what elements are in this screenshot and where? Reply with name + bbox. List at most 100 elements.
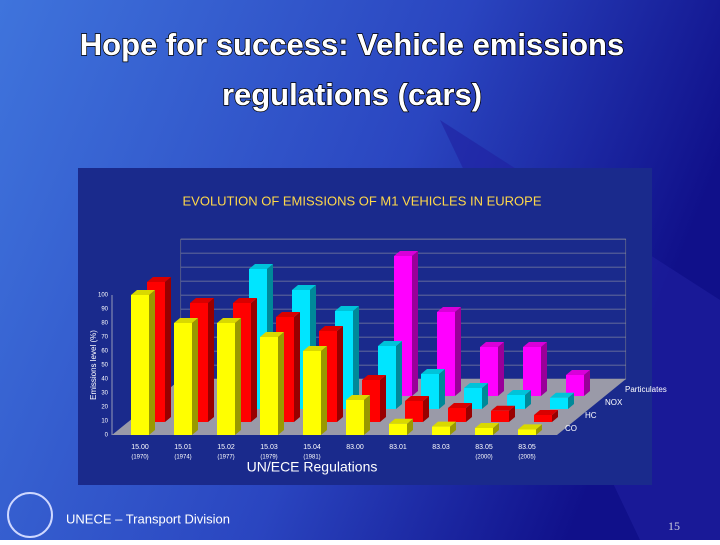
x-tick-label: 83.05 (518, 444, 536, 451)
bar-front (405, 401, 423, 422)
bar-side (466, 403, 472, 422)
footer: UNECE – Transport Division (66, 511, 230, 526)
bar-side (536, 424, 542, 435)
bar-side (509, 405, 515, 422)
y-tick-label: 80 (101, 321, 108, 327)
bar-front (518, 429, 536, 435)
bar-top (147, 277, 171, 282)
bar-side (493, 423, 499, 435)
x-tick-year: (1979) (260, 455, 277, 461)
bar-side (450, 421, 456, 435)
bar (217, 318, 241, 435)
bar-side (235, 318, 241, 435)
bar-top (190, 298, 214, 303)
bar-top (303, 346, 327, 351)
bar-side (439, 369, 445, 409)
bar-top (389, 418, 413, 424)
bar-top (437, 307, 461, 312)
y-tick-label: 10 (101, 419, 108, 425)
bar (448, 403, 472, 422)
bar-side (165, 277, 171, 422)
bar-front (174, 323, 192, 435)
bar-top (448, 403, 472, 408)
slide-title: Hope for success: Vehicle emissions (80, 27, 624, 62)
bar-top (534, 410, 558, 415)
bar (566, 370, 590, 396)
series-label: Particulates (625, 385, 667, 394)
bar (523, 342, 547, 396)
y-axis-label: Emissions level (%) (89, 330, 98, 400)
y-tick-label: 60 (101, 349, 108, 355)
bar-side (525, 390, 531, 409)
x-tick-year: (1974) (174, 455, 191, 461)
x-tick-label: 15.04 (303, 444, 321, 451)
bar-top (523, 342, 547, 347)
bar (475, 423, 499, 435)
bar-top (394, 251, 418, 256)
y-tick-label: 0 (105, 433, 109, 439)
bar (550, 392, 574, 409)
bar-top (319, 326, 343, 331)
bar-top (432, 421, 456, 427)
bar-front (507, 395, 525, 409)
bar (174, 318, 198, 435)
bar-side (208, 298, 214, 422)
y-tick-label: 90 (101, 307, 108, 313)
bar-front (550, 397, 568, 409)
bar (131, 290, 155, 435)
bar-front (303, 351, 321, 435)
bar-front (523, 347, 541, 396)
x-tick-label: 15.00 (131, 444, 149, 451)
chart-title: EVOLUTION OF EMISSIONS OF M1 VEHICLES IN… (182, 193, 541, 208)
bar-top (292, 285, 316, 290)
bar-front (566, 375, 584, 396)
bar (518, 424, 542, 435)
bar-side (321, 346, 327, 435)
bar (405, 396, 429, 422)
y-tick-label: 100 (98, 293, 109, 299)
bar-side (149, 290, 155, 435)
series-label: NOX (605, 398, 623, 407)
bar-front (448, 408, 466, 422)
x-tick-year: (1970) (131, 455, 148, 461)
bar-side (294, 312, 300, 422)
bar-front (346, 400, 364, 435)
bar-top (507, 390, 531, 395)
bar (346, 395, 370, 435)
bar-side (337, 326, 343, 422)
bar-side (584, 370, 590, 396)
bar-side (396, 341, 402, 409)
bar-top (260, 332, 284, 337)
bar-side (278, 332, 284, 435)
bar (432, 421, 456, 435)
bar (534, 410, 558, 422)
bar-side (380, 375, 386, 422)
bar-side (455, 307, 461, 396)
bar-top (249, 264, 273, 269)
bar (389, 418, 413, 435)
page-number: 15 (668, 519, 680, 533)
bar-top (233, 298, 257, 303)
bar-top (566, 370, 590, 375)
bar-top (405, 396, 429, 401)
bar-top (518, 424, 542, 430)
series-label: HC (585, 411, 597, 420)
bar-top (378, 341, 402, 346)
x-tick-label: 15.02 (217, 444, 235, 451)
x-tick-label: 83.01 (389, 444, 407, 451)
slide-title: regulations (cars) (222, 77, 482, 112)
series-label: CO (565, 424, 577, 433)
bar-front (534, 415, 552, 422)
bar-side (482, 383, 488, 409)
y-tick-label: 30 (101, 391, 108, 397)
bar-top (346, 395, 370, 400)
bar-top (464, 383, 488, 388)
bar (303, 346, 327, 435)
bar-front (131, 295, 149, 435)
bar-side (251, 298, 257, 422)
bar-front (475, 428, 493, 435)
bar-top (131, 290, 155, 295)
y-tick-label: 50 (101, 363, 108, 369)
